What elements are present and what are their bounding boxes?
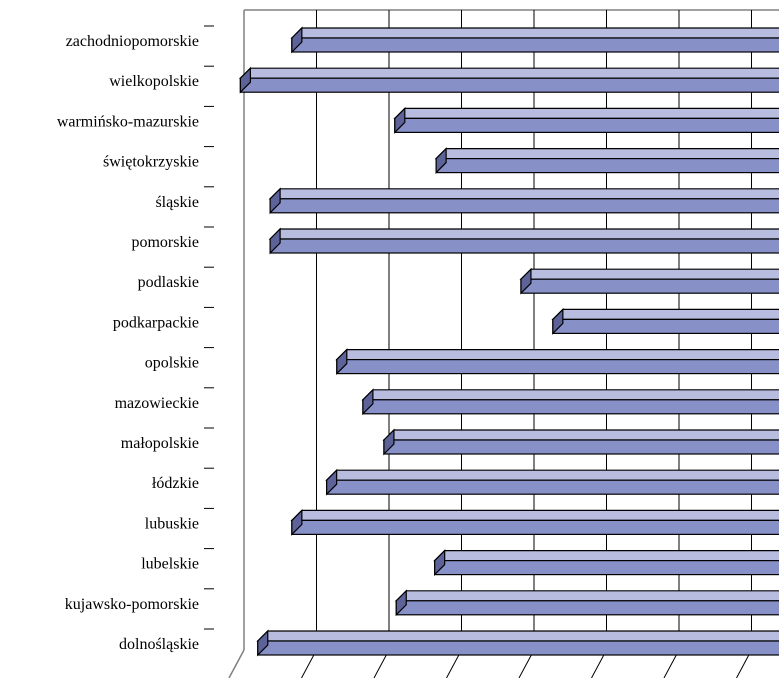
category-label: dolnośląskie — [119, 636, 199, 653]
bar-end-cap — [362, 388, 374, 416]
category-label: lubuskie — [145, 515, 199, 532]
bar — [435, 158, 779, 174]
category-label: świętokrzyskie — [103, 154, 199, 171]
bar-end-cap — [394, 106, 406, 134]
category-label: wielkopolskie — [109, 73, 199, 90]
bar-end-cap — [269, 187, 281, 215]
bar-top-face — [290, 509, 779, 522]
bar — [520, 278, 779, 294]
bar-top-face — [393, 107, 779, 120]
bar-end-cap — [291, 26, 303, 54]
bar — [552, 318, 779, 334]
bar-end-cap — [336, 348, 348, 376]
bar-end-cap — [291, 508, 303, 536]
category-label: kujawsko-pomorskie — [65, 596, 199, 613]
bar-top-face — [238, 67, 779, 79]
bar-end-cap — [269, 227, 281, 255]
category-label: śląskie — [155, 194, 199, 211]
bar-top-face — [268, 188, 779, 200]
bar-end-cap — [239, 66, 251, 94]
bar — [269, 198, 779, 214]
bar-top-face — [433, 549, 779, 562]
bar-top-face — [361, 389, 779, 401]
category-label: podlaskie — [138, 274, 199, 291]
bar — [326, 479, 779, 495]
category-label: małopolskie — [121, 435, 199, 452]
bars — [238, 26, 779, 657]
bar — [257, 640, 779, 656]
bar-top-face — [551, 308, 779, 320]
bar-top-face — [519, 268, 779, 280]
bar — [269, 238, 779, 254]
bar-top-face — [335, 349, 779, 361]
bar — [383, 439, 779, 455]
bar — [434, 559, 779, 576]
bar-end-cap — [383, 428, 395, 456]
bar — [291, 37, 779, 53]
category-label: opolskie — [145, 355, 199, 372]
bar — [394, 117, 779, 134]
bar — [395, 600, 779, 616]
bar-end-cap — [520, 267, 532, 295]
category-label: lubelskie — [141, 556, 199, 573]
plot-wall — [228, 9, 779, 678]
bar-end-cap — [395, 589, 407, 617]
category-label: zachodniopomorskie — [66, 33, 199, 50]
bar-top-face — [268, 228, 779, 240]
bar-top-face — [394, 590, 779, 602]
bar-end-cap — [435, 147, 447, 175]
category-label: warmińsko-mazurskie — [57, 113, 199, 130]
bar-end-cap — [326, 468, 338, 496]
category-label: pomorskie — [131, 234, 199, 251]
bar-top-face — [290, 27, 779, 39]
bar-end-cap — [257, 629, 269, 657]
bar — [239, 77, 779, 93]
category-label: łódzkie — [152, 475, 199, 492]
bar-top-face — [434, 148, 779, 160]
floor-left-edge — [228, 649, 245, 678]
bar — [336, 359, 779, 375]
bar — [291, 519, 779, 536]
category-label: mazowieckie — [115, 395, 199, 412]
bar-end-cap — [434, 549, 446, 577]
bar-top-face — [382, 429, 779, 441]
bar — [362, 399, 779, 415]
bar-top-face — [256, 630, 779, 642]
category-label: podkarpackie — [113, 314, 199, 331]
bar-top-face — [325, 469, 779, 481]
bar-end-cap — [552, 307, 564, 335]
category-labels: zachodniopomorskie wielkopolskie warmińsko… — [57, 25, 214, 653]
